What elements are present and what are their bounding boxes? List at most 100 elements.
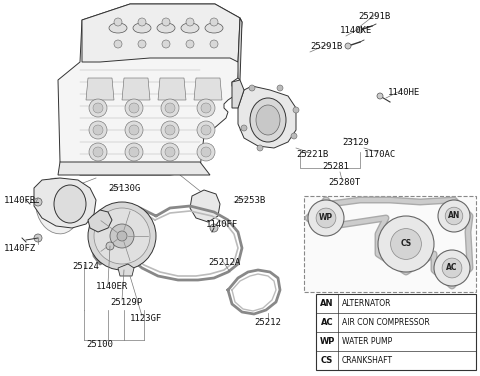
Ellipse shape (205, 23, 223, 33)
Polygon shape (58, 4, 242, 175)
Polygon shape (158, 78, 186, 100)
Circle shape (88, 202, 156, 270)
Ellipse shape (133, 23, 151, 33)
Circle shape (445, 207, 463, 225)
Circle shape (277, 85, 283, 91)
Polygon shape (238, 86, 296, 148)
Bar (316, 294, 476, 370)
Circle shape (162, 40, 170, 48)
Polygon shape (58, 162, 210, 175)
Polygon shape (190, 190, 220, 222)
Circle shape (106, 242, 114, 250)
Circle shape (129, 125, 139, 135)
Circle shape (161, 121, 179, 139)
Polygon shape (194, 78, 222, 100)
Text: ALTERNATOR: ALTERNATOR (342, 299, 392, 308)
Text: 1140KE: 1140KE (340, 26, 372, 35)
Text: 25221B: 25221B (296, 150, 328, 159)
Circle shape (165, 147, 175, 157)
Circle shape (114, 40, 122, 48)
Text: AN: AN (448, 211, 460, 220)
Circle shape (378, 216, 434, 272)
Ellipse shape (109, 23, 127, 33)
Text: WP: WP (319, 337, 335, 346)
Text: 25212A: 25212A (208, 258, 240, 267)
Circle shape (257, 145, 263, 151)
Circle shape (241, 125, 247, 131)
Polygon shape (82, 4, 240, 62)
Bar (304, 196, 476, 292)
Circle shape (94, 208, 150, 264)
Circle shape (210, 18, 218, 26)
Text: CS: CS (321, 356, 333, 365)
Text: 1140HE: 1140HE (388, 88, 420, 97)
Circle shape (377, 93, 383, 99)
Text: 25130G: 25130G (108, 184, 140, 193)
Circle shape (186, 40, 194, 48)
Circle shape (316, 208, 336, 228)
Circle shape (93, 125, 103, 135)
Circle shape (161, 99, 179, 117)
Circle shape (89, 121, 107, 139)
Circle shape (110, 224, 134, 248)
Circle shape (138, 40, 146, 48)
Circle shape (34, 198, 42, 206)
Text: AC: AC (446, 264, 458, 273)
Text: AN: AN (320, 299, 334, 308)
Text: 1140FR: 1140FR (4, 196, 36, 205)
Circle shape (357, 27, 363, 33)
Text: 25253B: 25253B (233, 196, 265, 205)
Circle shape (34, 234, 42, 242)
Circle shape (438, 200, 470, 232)
Polygon shape (86, 78, 114, 100)
Circle shape (197, 99, 215, 117)
Polygon shape (118, 264, 134, 276)
Text: AC: AC (321, 318, 333, 327)
Text: CRANKSHAFT: CRANKSHAFT (342, 356, 393, 365)
Circle shape (93, 147, 103, 157)
Circle shape (125, 99, 143, 117)
Text: 25100: 25100 (86, 340, 113, 349)
Circle shape (125, 121, 143, 139)
Text: WP: WP (319, 214, 333, 223)
Polygon shape (232, 80, 244, 108)
Text: 25281: 25281 (322, 162, 349, 171)
Circle shape (201, 125, 211, 135)
Circle shape (201, 103, 211, 113)
Circle shape (114, 18, 122, 26)
Text: WATER PUMP: WATER PUMP (342, 337, 392, 346)
Text: 25280T: 25280T (328, 178, 360, 187)
Text: AIR CON COMPRESSOR: AIR CON COMPRESSOR (342, 318, 430, 327)
Circle shape (129, 147, 139, 157)
Circle shape (210, 224, 218, 232)
Text: 1123GF: 1123GF (130, 314, 162, 323)
Polygon shape (88, 210, 112, 232)
Circle shape (442, 258, 462, 278)
Ellipse shape (250, 98, 286, 142)
Circle shape (165, 125, 175, 135)
Circle shape (138, 18, 146, 26)
Text: 25291B: 25291B (358, 12, 390, 21)
Text: 25291B: 25291B (310, 42, 342, 51)
Text: 1140ER: 1140ER (96, 282, 128, 291)
Text: 1170AC: 1170AC (364, 150, 396, 159)
Ellipse shape (157, 23, 175, 33)
Circle shape (293, 107, 299, 113)
Circle shape (89, 143, 107, 161)
Circle shape (117, 231, 127, 241)
Circle shape (291, 133, 297, 139)
Circle shape (93, 103, 103, 113)
Circle shape (391, 229, 421, 259)
Circle shape (89, 99, 107, 117)
Circle shape (162, 18, 170, 26)
Text: 25212: 25212 (254, 318, 281, 327)
Circle shape (201, 147, 211, 157)
Circle shape (197, 121, 215, 139)
Circle shape (186, 18, 194, 26)
Circle shape (197, 143, 215, 161)
Polygon shape (122, 78, 150, 100)
Text: 25124: 25124 (72, 262, 99, 271)
Ellipse shape (181, 23, 199, 33)
Text: 23129: 23129 (342, 138, 369, 147)
Circle shape (434, 250, 470, 286)
